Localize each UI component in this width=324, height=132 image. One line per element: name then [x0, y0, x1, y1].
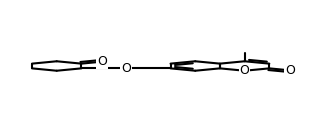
Text: O: O [97, 55, 107, 68]
Text: O: O [240, 64, 249, 77]
Text: O: O [285, 64, 295, 77]
Text: O: O [121, 62, 131, 75]
